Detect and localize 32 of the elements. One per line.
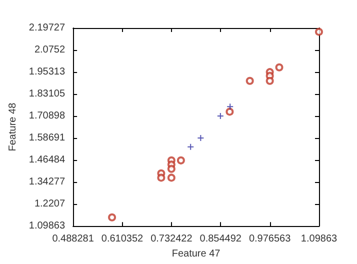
y-tick-label: 1.46484	[28, 154, 66, 166]
point	[246, 76, 254, 85]
y-tick-label: 1.09863	[28, 220, 66, 232]
y-tick-label: 1.34277	[28, 176, 66, 188]
point	[176, 156, 185, 164]
point	[216, 112, 224, 120]
point	[266, 76, 274, 85]
y-axis-title: Feature 48	[8, 102, 18, 152]
y-tick-label: 2.0752	[34, 44, 66, 56]
point	[108, 213, 116, 222]
y-tick-label: 1.58691	[28, 132, 66, 144]
point	[226, 103, 234, 110]
x-tick-label: 0.488281	[52, 234, 94, 245]
y-tick-label: 2.19727	[28, 22, 66, 34]
x-tick-label: 0.854492	[200, 234, 242, 245]
point	[226, 108, 234, 116]
y-tick-label: 1.70898	[28, 110, 66, 122]
x-tick-label: 0.976563	[248, 234, 292, 245]
y-tick-label: 1.95313	[28, 66, 66, 78]
point	[197, 134, 204, 142]
point	[167, 164, 176, 173]
point	[167, 174, 176, 182]
y-tick-label: 1.2207	[34, 198, 66, 210]
x-tick-label: 0.732422	[150, 234, 193, 245]
point	[275, 63, 284, 72]
point	[314, 28, 323, 36]
x-axis-title: Feature 47	[172, 248, 221, 260]
point	[157, 174, 166, 182]
x-tick-label: 0.610352	[101, 234, 144, 245]
y-tick-label: 1.83105	[28, 88, 66, 100]
x-tick-label: 1.09863	[300, 234, 338, 245]
point	[187, 143, 194, 150]
